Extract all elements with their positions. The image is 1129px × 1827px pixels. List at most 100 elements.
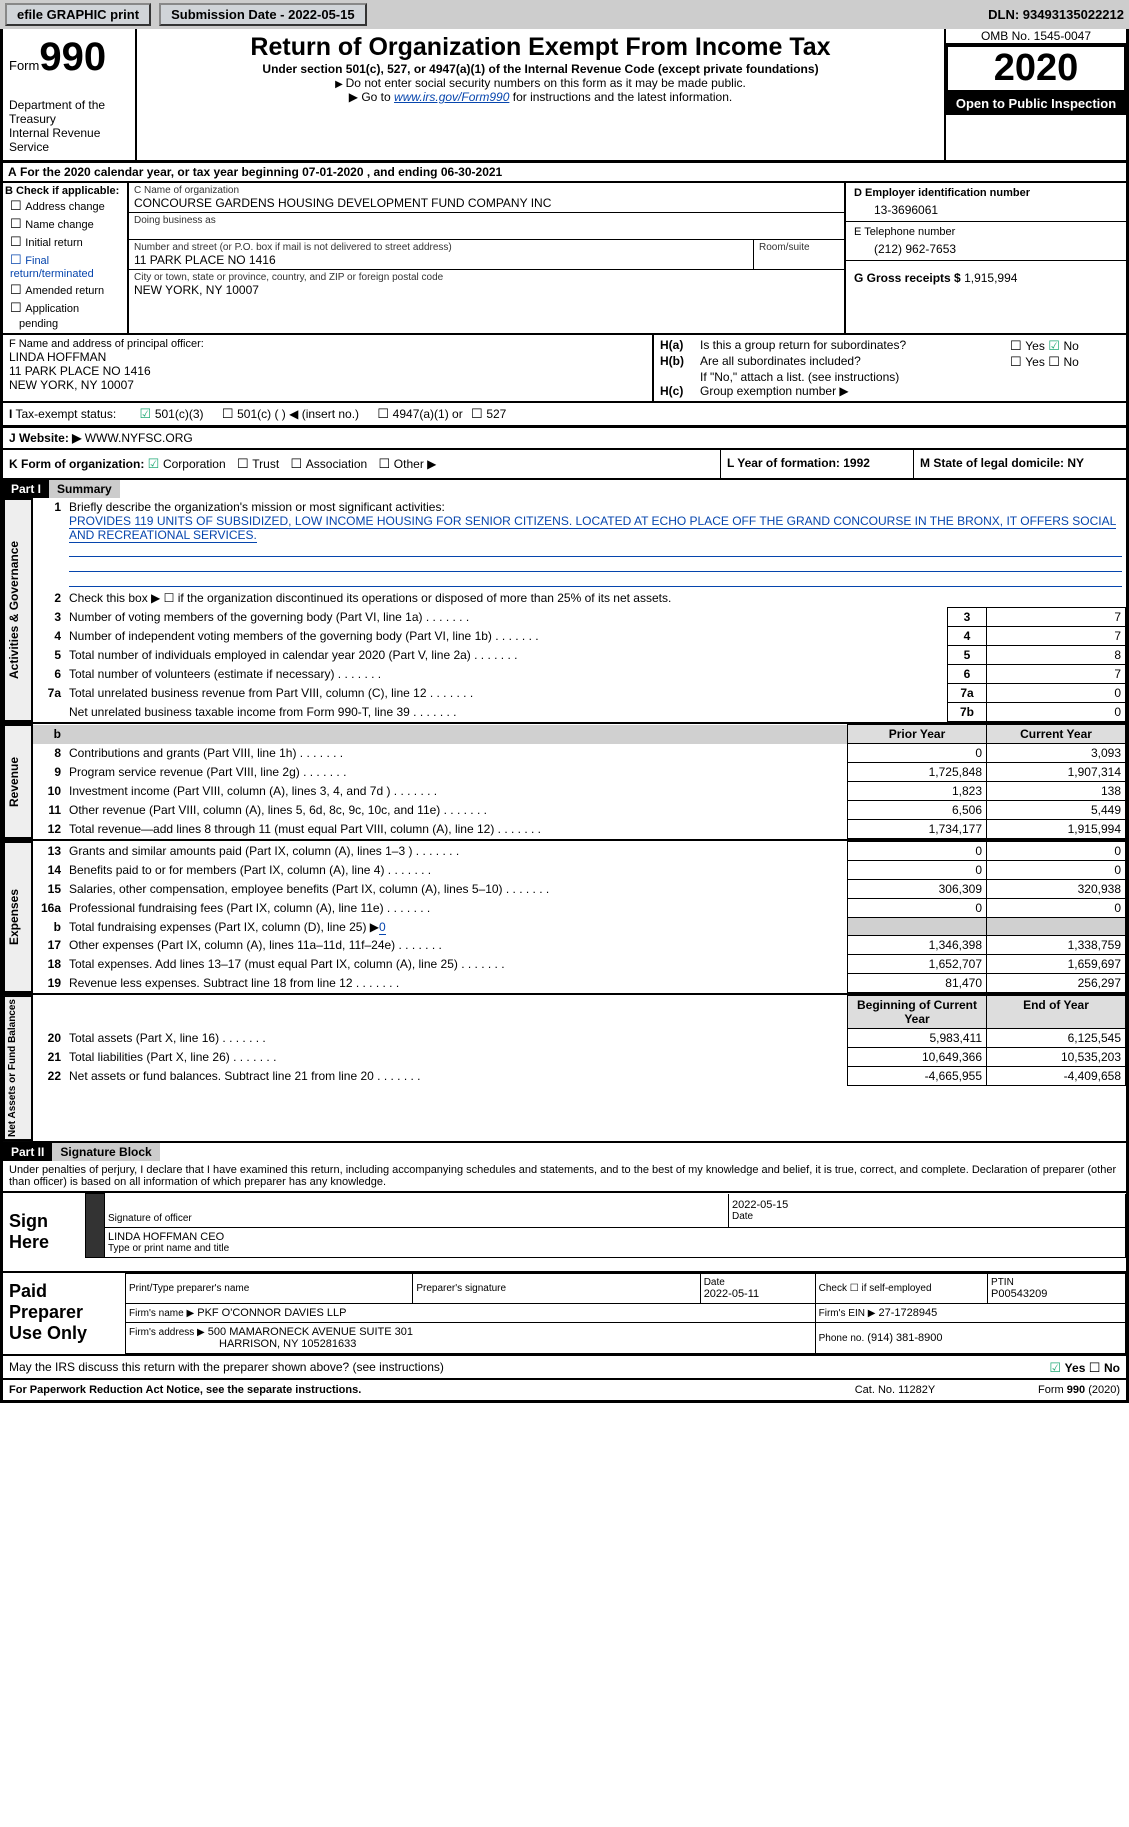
sig-date-label: Date	[732, 1211, 1122, 1222]
section-deg: D Employer identification number 13-3696…	[844, 183, 1126, 333]
form-title: Return of Organization Exempt From Incom…	[141, 33, 940, 62]
part1-label: Part I	[3, 480, 49, 498]
typeprint-label: Type or print name and title	[108, 1243, 1122, 1254]
gross-receipts: 1,915,994	[964, 271, 1017, 285]
irs-link[interactable]: www.irs.gov/Form990	[394, 90, 509, 104]
table-row: 4Number of independent voting members of…	[33, 627, 1126, 646]
chk-initial-return[interactable]: Initial return	[5, 233, 125, 251]
firm-phone: (914) 381-8900	[867, 1332, 942, 1344]
officer-addr2: NEW YORK, NY 10007	[9, 378, 646, 392]
i-o2: 501(c) ( ) ◀ (insert no.)	[237, 407, 359, 421]
chk-pending: pending	[5, 317, 125, 331]
section-c: C Name of organization CONCOURSE GARDENS…	[129, 183, 844, 333]
hb-yes[interactable]: Yes	[1010, 355, 1045, 369]
paid-preparer-block: Paid Preparer Use Only Print/Type prepar…	[0, 1273, 1129, 1356]
table-row: 12Total revenue—add lines 8 through 11 (…	[33, 820, 1126, 839]
firm-addr2: HARRISON, NY 105281633	[129, 1338, 356, 1350]
mission-block: 1 Briefly describe the organization's mi…	[33, 498, 1126, 607]
col-begin: Beginning of Current Year	[848, 996, 987, 1029]
hc-text: Group exemption number ▶	[700, 384, 849, 398]
table-row: Net unrelated business taxable income fr…	[33, 703, 1126, 722]
officer-printed: LINDA HOFFMAN CEO	[108, 1231, 1122, 1243]
ha-no[interactable]: No	[1048, 339, 1079, 353]
i-501c[interactable]	[222, 407, 237, 421]
table-row: 15Salaries, other compensation, employee…	[33, 880, 1126, 899]
section-f: F Name and address of principal officer:…	[3, 335, 654, 401]
expenses-block: Expenses 13Grants and similar amounts pa…	[0, 841, 1129, 995]
klm-block: K Form of organization: Corporation Trus…	[0, 450, 1129, 480]
instr2-post: for instructions and the latest informat…	[513, 90, 732, 104]
discuss-no[interactable]	[1089, 1361, 1104, 1375]
tab-expenses: Expenses	[3, 841, 33, 993]
netassets-block: Net Assets or Fund Balances Beginning of…	[0, 995, 1129, 1143]
submission-date-button[interactable]: Submission Date - 2022-05-15	[159, 3, 367, 26]
dln: DLN: 93493135022212	[988, 7, 1124, 22]
org-addr: 11 PARK PLACE NO 1416	[134, 253, 748, 267]
dept-treasury: Department of the Treasury	[9, 98, 129, 126]
phone: (212) 962-7653	[854, 238, 1118, 256]
col-current: Current Year	[987, 725, 1126, 744]
k-assoc[interactable]	[283, 457, 306, 471]
table-row: 22Net assets or fund balances. Subtract …	[33, 1067, 1126, 1086]
officer-name: LINDA HOFFMAN	[9, 350, 646, 364]
firm-addr1: 500 MAMARONECK AVENUE SUITE 301	[208, 1326, 413, 1338]
i-o3: 4947(a)(1) or	[393, 407, 463, 421]
k-other[interactable]	[371, 457, 394, 471]
chk-address-change[interactable]: Address change	[5, 197, 125, 215]
ein: 13-3696061	[854, 199, 1118, 217]
table-row: 13Grants and similar amounts paid (Part …	[33, 842, 1126, 861]
sig-date: 2022-05-15	[732, 1199, 1122, 1211]
org-name: CONCOURSE GARDENS HOUSING DEVELOPMENT FU…	[134, 196, 839, 210]
k-trust[interactable]	[229, 457, 252, 471]
chk-amended[interactable]: Amended return	[5, 281, 125, 299]
addr-label: Number and street (or P.O. box if mail i…	[134, 242, 748, 253]
table-row: 14Benefits paid to or for members (Part …	[33, 861, 1126, 880]
i-o1: 501(c)(3)	[155, 407, 204, 421]
org-city: NEW YORK, NY 10007	[134, 283, 839, 297]
table-row: 21Total liabilities (Part X, line 26) . …	[33, 1048, 1126, 1067]
d-label: D Employer identification number	[854, 187, 1118, 199]
hb-no[interactable]: No	[1048, 355, 1079, 369]
f-label: F Name and address of principal officer:	[9, 338, 646, 350]
top-bar: efile GRAPHIC print Submission Date - 20…	[0, 0, 1129, 29]
efile-print-button[interactable]: efile GRAPHIC print	[5, 3, 151, 26]
tab-revenue: Revenue	[3, 724, 33, 839]
summary-body: Activities & Governance 1 Briefly descri…	[0, 498, 1129, 724]
arrow-icon: ▶	[349, 90, 362, 104]
prep-selfemp[interactable]: Check ☐ if self-employed	[819, 1283, 984, 1294]
discuss-yes[interactable]	[1049, 1361, 1064, 1375]
chk-name-change[interactable]: Name change	[5, 215, 125, 233]
ha-yes[interactable]: Yes	[1010, 339, 1045, 353]
table-row: 5Total number of individuals employed in…	[33, 646, 1126, 665]
i-527[interactable]	[471, 407, 486, 421]
i-4947[interactable]	[377, 407, 392, 421]
form-subtitle: Under section 501(c), 527, or 4947(a)(1)…	[141, 62, 940, 76]
h-note: If "No," attach a list. (see instruction…	[660, 370, 1120, 384]
16b-val: 0	[379, 920, 386, 935]
table-row: 18Total expenses. Add lines 13–17 (must …	[33, 955, 1126, 974]
k-corp[interactable]	[148, 457, 163, 471]
revenue-block: Revenue bPrior YearCurrent Year 8Contrib…	[0, 724, 1129, 841]
firm-name: PKF O'CONNOR DAVIES LLP	[197, 1307, 346, 1319]
i-501c3[interactable]	[140, 407, 155, 421]
firm-addr-label: Firm's address ▶	[129, 1327, 205, 1338]
info-block: B Check if applicable: Address change Na…	[0, 183, 1129, 335]
k-o4: Other ▶	[394, 457, 437, 471]
chk-final-return[interactable]: Final return/terminated	[5, 251, 125, 281]
table-row: 20Total assets (Part X, line 16) . . . .…	[33, 1029, 1126, 1048]
table-row: 6Total number of volunteers (estimate if…	[33, 665, 1126, 684]
firm-phone-label: Phone no.	[819, 1333, 865, 1344]
omb-number: OMB No. 1545-0047	[946, 29, 1126, 45]
table-row: 17Other expenses (Part IX, column (A), l…	[33, 936, 1126, 955]
paid-label: Paid Preparer Use Only	[3, 1273, 125, 1354]
discuss-no-label: No	[1104, 1361, 1120, 1375]
16b-text: Total fundraising expenses (Part IX, col…	[69, 920, 379, 934]
sig-officer-label: Signature of officer	[108, 1213, 725, 1224]
chk-application[interactable]: Application	[5, 299, 125, 317]
col-end: End of Year	[987, 996, 1126, 1029]
tax-year: 2020	[946, 45, 1126, 92]
mission-lead: Briefly describe the organization's miss…	[69, 500, 445, 514]
g-label: G Gross receipts $	[854, 271, 961, 285]
prep-name-label: Print/Type preparer's name	[129, 1283, 409, 1294]
form-word: Form	[9, 58, 39, 73]
